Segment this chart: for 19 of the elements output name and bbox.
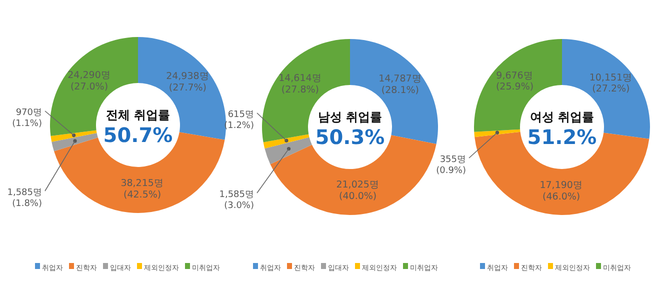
text: 전체 취업률: [106, 108, 170, 122]
data-label: 17,190명 (46.0%): [540, 180, 583, 202]
data-label: 355명 (0.9%): [436, 155, 466, 176]
data-label: 24,290명 (27.0%): [68, 70, 111, 92]
data-label: 24,938명 (27.7%): [166, 71, 210, 94]
data-label: 1,585명 (1.8%): [7, 188, 42, 209]
data-label: 970명 (1.1%): [12, 108, 42, 129]
text: 여성 취업률: [530, 110, 594, 124]
data-label: 1,585명 (3.0%): [219, 190, 254, 211]
data-label: 9,676명 (25.9%): [496, 70, 534, 93]
text: 50.7%: [103, 123, 173, 147]
text: 남성 취업률: [318, 110, 382, 124]
data-label: 10,151명 (27.2%): [589, 72, 633, 95]
data-label: 38,215명 (42.5%): [120, 178, 164, 200]
data-label: 21,025명 (40.0%): [336, 180, 380, 202]
text: 50.3%: [315, 125, 385, 149]
text: 51.2%: [527, 125, 597, 149]
data-label: 14,614명 (27.8%): [278, 73, 322, 96]
data-label: 14,787명 (28.1%): [378, 74, 422, 96]
